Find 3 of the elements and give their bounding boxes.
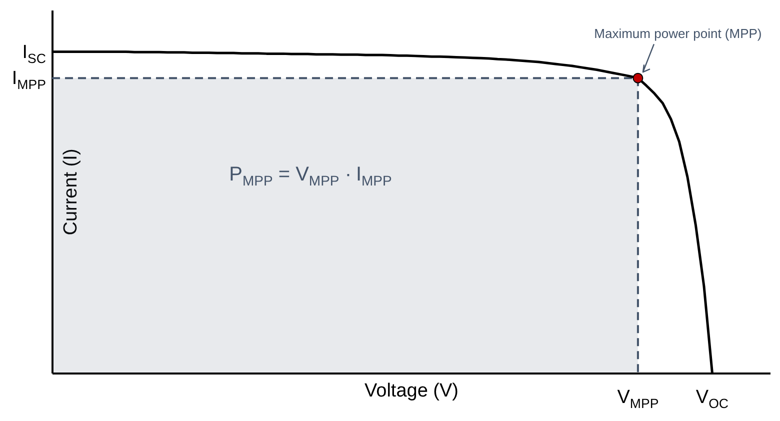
annotation: Maximum power point (MPP) [594,26,762,42]
x-axis-title: Voltage (V) [364,380,458,402]
y-axis-title: Current (I) [60,148,82,236]
